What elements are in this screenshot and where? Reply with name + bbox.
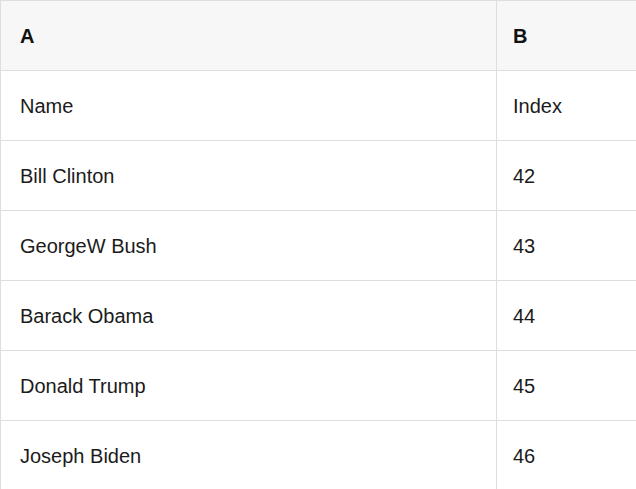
cell-a-3[interactable]: Barack Obama: [1, 281, 497, 350]
table-row: GeorgeW Bush43: [1, 211, 636, 281]
table-row: Barack Obama44: [1, 281, 636, 351]
cell-a-2[interactable]: GeorgeW Bush: [1, 211, 497, 280]
cell-b-5[interactable]: 46: [497, 421, 636, 489]
column-header-b[interactable]: B: [497, 1, 636, 70]
cell-a-1[interactable]: Bill Clinton: [1, 141, 497, 210]
table-body: NameIndexBill Clinton42GeorgeW Bush43Bar…: [1, 71, 636, 489]
cell-b-4[interactable]: 45: [497, 351, 636, 420]
cell-b-2[interactable]: 43: [497, 211, 636, 280]
cell-b-1[interactable]: 42: [497, 141, 636, 210]
table-row: Bill Clinton42: [1, 141, 636, 211]
cell-b-0[interactable]: Index: [497, 71, 636, 140]
cell-a-0[interactable]: Name: [1, 71, 497, 140]
column-header-row: A B: [1, 1, 636, 71]
column-header-a[interactable]: A: [1, 1, 497, 70]
table-row: Joseph Biden46: [1, 421, 636, 489]
cell-a-5[interactable]: Joseph Biden: [1, 421, 497, 489]
cell-b-3[interactable]: 44: [497, 281, 636, 350]
table-row: NameIndex: [1, 71, 636, 141]
spreadsheet-table: A B NameIndexBill Clinton42GeorgeW Bush4…: [0, 0, 636, 489]
table-row: Donald Trump45: [1, 351, 636, 421]
cell-a-4[interactable]: Donald Trump: [1, 351, 497, 420]
